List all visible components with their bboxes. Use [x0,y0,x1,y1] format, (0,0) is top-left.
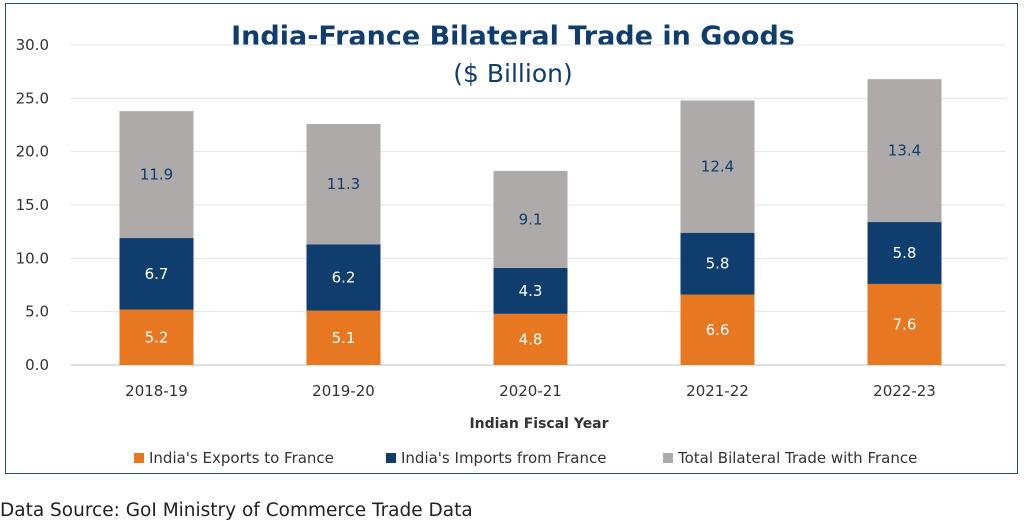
y-tick-label: 30.0 [16,36,49,54]
x-axis-categories: 2018-19 2019-20 2020-21 2021-22 2022-23 [125,382,936,400]
legend-item: India's Imports from France [386,449,606,467]
data-label: 11.3 [327,175,360,193]
data-label: 5.8 [893,244,917,262]
bar-segment [119,111,194,239]
bar-segment [680,100,755,233]
data-label: 6.6 [706,321,730,339]
data-labels: 5.2 6.7 11.9 5.1 6.2 11.3 4.8 4.3 9.1 6.6 5.8 12.4 7… [140,142,921,349]
legend-label: India's Imports from France [401,449,606,467]
y-tick-label: 10.0 [16,249,49,267]
data-label: 5.8 [706,255,730,273]
data-label: 5.1 [332,329,356,347]
x-axis-label: Indian Fiscal Year [469,416,608,432]
bars [119,79,942,365]
bar-segment [680,294,755,365]
legend-swatch [134,453,144,463]
bar-segment [119,238,194,310]
data-label: 6.2 [332,269,356,287]
x-category-label: 2018-19 [125,382,188,400]
legend-item: India's Exports to France [134,449,334,467]
chart-subtitle: ($ Billion) [453,59,572,88]
data-label: 7.6 [893,315,917,333]
y-tick-label: 25.0 [16,89,49,107]
chart-title: India-France Bilateral Trade in Goods [231,21,795,52]
stacked-bar-chart: India-France Bilateral Trade in Goods ($… [16,21,1006,467]
bar-segment [493,267,568,314]
data-label: 4.3 [519,282,543,300]
bar-segment [867,283,942,365]
bar-segment [306,123,381,245]
data-label: 13.4 [888,142,921,160]
bar-segment [867,222,942,284]
y-tick-label: 0.0 [25,356,49,374]
bar-segment [306,310,381,365]
data-label: 12.4 [701,158,734,176]
data-source-note: Data Source: GoI Ministry of Commerce Tr… [0,500,473,521]
legend-label: Total Bilateral Trade with France [677,449,917,467]
x-category-label: 2020-21 [499,382,562,400]
y-axis-ticks: 0.0 5.0 10.0 15.0 20.0 25.0 30.0 [16,36,49,374]
bar-segment [493,170,568,268]
bar-segment [867,79,942,223]
legend-swatch [386,453,396,463]
legend: India's Exports to France India's Imports… [134,449,917,467]
legend-swatch [663,453,673,463]
x-category-label: 2022-23 [873,382,936,400]
data-label: 9.1 [519,210,543,228]
legend-item: Total Bilateral Trade with France [663,449,917,467]
data-label: 5.2 [145,328,169,346]
data-label: 11.9 [140,166,173,184]
data-label: 4.8 [519,330,543,348]
bar-segment [119,309,194,365]
bar-segment [493,313,568,365]
legend-label: India's Exports to France [149,449,334,467]
x-category-label: 2021-22 [686,382,749,400]
data-label: 6.7 [145,265,169,283]
chart-frame: India-France Bilateral Trade in Goods ($… [5,3,1018,474]
x-category-label: 2019-20 [312,382,375,400]
bar-segment [306,244,381,311]
bar-segment [680,232,755,295]
y-tick-label: 20.0 [16,143,49,161]
y-tick-label: 15.0 [16,196,49,214]
y-tick-label: 5.0 [25,303,49,321]
